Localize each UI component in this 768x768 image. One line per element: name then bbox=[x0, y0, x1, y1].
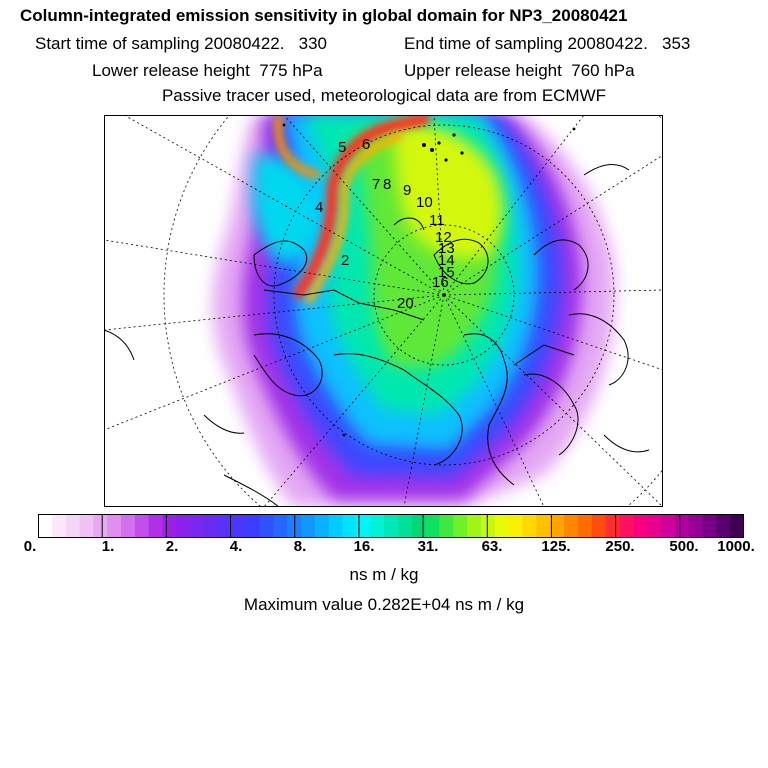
colorbar-tick: 4. bbox=[229, 538, 243, 555]
colorbar-swatch bbox=[688, 514, 704, 538]
maximum-value: Maximum value 0.282E+04 ns m / kg bbox=[243, 595, 525, 614]
colorbar-swatch bbox=[730, 514, 744, 538]
start-time-label: Start time of sampling 20080422. 330 bbox=[35, 34, 328, 53]
colorbar-tick: 2. bbox=[165, 538, 179, 555]
colorbar-swatch bbox=[204, 514, 219, 538]
map-canvas: 5 6 7 8 9 10 11 12 13 14 15 16 4 2 20 bbox=[104, 115, 663, 507]
colorbar-swatch bbox=[536, 514, 551, 538]
colorbar-swatch bbox=[453, 514, 468, 538]
colorbar-tick: 0. bbox=[23, 538, 37, 555]
colorbar-swatch bbox=[162, 514, 178, 538]
colorbar-tick: 125. bbox=[541, 538, 571, 555]
colorbar-swatch bbox=[605, 514, 621, 538]
colorbar-tick: 250. bbox=[605, 538, 635, 555]
tracer-note: Passive tracer used, meteorological data… bbox=[161, 86, 607, 105]
field-red-streak bbox=[293, 115, 430, 299]
colorbar-swatch bbox=[38, 514, 53, 538]
field-cyan-patch bbox=[252, 154, 320, 265]
lower-release-label: Lower release height 775 hPa bbox=[92, 61, 323, 80]
day-label-7: 7 bbox=[372, 176, 380, 193]
day-label-12: 12 bbox=[435, 229, 452, 246]
colorbar-swatch bbox=[550, 514, 565, 538]
colorbar-tick: 16. bbox=[353, 538, 375, 555]
day-label-15: 15 bbox=[438, 264, 455, 281]
colorbar-swatch bbox=[342, 514, 357, 538]
colorbar-swatch bbox=[259, 514, 274, 538]
island-dots bbox=[282, 123, 576, 437]
day-label-16: 16 bbox=[432, 274, 449, 291]
colorbar-swatch bbox=[65, 514, 81, 538]
colorbar-swatch bbox=[647, 514, 662, 538]
colorbar-tick: 500. bbox=[669, 538, 699, 555]
colorbar bbox=[38, 514, 744, 538]
colorbar-canvas bbox=[38, 514, 744, 538]
colorbar-swatch bbox=[591, 514, 607, 538]
day-label-20: 20 bbox=[397, 295, 414, 312]
field-orange-arc bbox=[274, 115, 320, 179]
colorbar-swatch bbox=[176, 514, 191, 538]
colorbar-swatch bbox=[619, 514, 634, 538]
day-label-5: 5 bbox=[338, 139, 346, 156]
colorbar-swatch bbox=[508, 514, 524, 538]
colorbar-tick: 8. bbox=[293, 538, 307, 555]
day-label-2: 2 bbox=[341, 252, 349, 269]
colorbar-swatch bbox=[425, 514, 441, 538]
colorbar-swatch bbox=[93, 514, 108, 538]
colorbar-swatch bbox=[439, 514, 454, 538]
day-label-6: 6 bbox=[362, 136, 370, 153]
colorbar-swatch bbox=[148, 514, 164, 538]
colorbar-tick: 31. bbox=[417, 538, 439, 555]
colorbar-swatch bbox=[522, 514, 537, 538]
day-label-13: 13 bbox=[438, 240, 455, 257]
colorbar-swatch bbox=[384, 514, 399, 538]
day-label-11: 11 bbox=[429, 212, 445, 229]
colorbar-swatch bbox=[107, 514, 122, 538]
colorbar-swatch bbox=[356, 514, 371, 538]
colorbar-tick: 63. bbox=[481, 538, 503, 555]
colorbar-swatch bbox=[217, 514, 233, 538]
day-label-10: 10 bbox=[416, 194, 433, 211]
colorbar-swatch bbox=[494, 514, 510, 538]
colorbar-units: ns m / kg bbox=[349, 565, 419, 584]
colorbar-border bbox=[38, 514, 744, 538]
end-time-label: End time of sampling 20080422. 353 bbox=[404, 34, 691, 53]
day-label-14: 14 bbox=[438, 252, 455, 269]
upper-release-label: Upper release height 760 hPa bbox=[404, 61, 635, 80]
sensitivity-map: 5 6 7 8 9 10 11 12 13 14 15 16 4 2 20 bbox=[104, 115, 663, 507]
colorbar-tick: 1000. bbox=[717, 538, 755, 555]
colorbar-swatch bbox=[231, 514, 247, 538]
colorbar-swatch bbox=[674, 514, 690, 538]
colorbar-swatch bbox=[480, 514, 496, 538]
colorbar-swatch bbox=[51, 514, 67, 538]
day-label-8: 8 bbox=[383, 176, 391, 193]
chart-title: Column-integrated emission sensitivity i… bbox=[20, 6, 628, 25]
colorbar-swatch bbox=[564, 514, 579, 538]
colorbar-swatch bbox=[467, 514, 482, 538]
colorbar-swatch bbox=[370, 514, 385, 538]
coastlines bbox=[104, 164, 650, 507]
colorbar-swatch bbox=[660, 514, 676, 538]
colorbar-swatch bbox=[411, 514, 427, 538]
colorbar-swatch bbox=[134, 514, 150, 538]
day-label-9: 9 bbox=[403, 182, 411, 199]
field-orange-halo bbox=[305, 133, 403, 304]
colorbar-swatch bbox=[397, 514, 413, 538]
colorbar-swatch bbox=[314, 514, 330, 538]
day-label-4: 4 bbox=[315, 199, 323, 216]
graticule bbox=[104, 115, 663, 507]
field-yellow-green bbox=[394, 124, 504, 259]
colorbar-swatch bbox=[633, 514, 648, 538]
colorbar-swatch bbox=[79, 514, 94, 538]
colorbar-tick: 1. bbox=[101, 538, 115, 555]
colorbar-swatch bbox=[273, 514, 288, 538]
map-frame bbox=[104, 115, 663, 507]
colorbar-swatch bbox=[190, 514, 205, 538]
colorbar-swatch bbox=[121, 514, 136, 538]
colorbar-swatch bbox=[301, 514, 316, 538]
colorbar-swatch bbox=[577, 514, 593, 538]
colorbar-swatch bbox=[702, 514, 717, 538]
colorbar-swatch bbox=[245, 514, 261, 538]
colorbar-swatch bbox=[328, 514, 344, 538]
colorbar-swatch bbox=[716, 514, 731, 538]
